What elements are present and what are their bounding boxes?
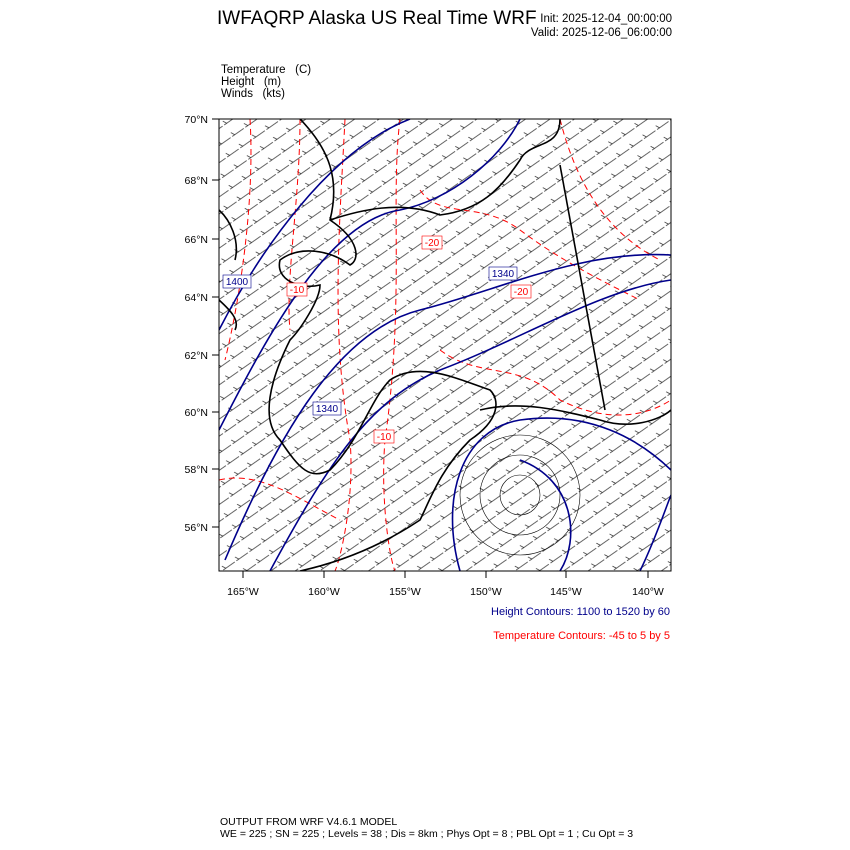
lat-label: 68°N [185, 175, 208, 187]
temperature-contours-info: Temperature Contours: -45 to 5 by 5 [493, 630, 670, 642]
model-config: WE = 225 ; SN = 225 ; Levels = 38 ; Dis … [220, 828, 634, 840]
valid-time: Valid: 2025-12-06_06:00:00 [530, 27, 672, 39]
temperature-contour-label: -10 [290, 285, 305, 296]
lon-label: 145°W [550, 586, 582, 598]
lat-label: 58°N [185, 464, 208, 476]
height-contour-label: 1340 [316, 404, 339, 415]
temperature-contour-label: -20 [514, 287, 529, 298]
height-contours [219, 119, 671, 571]
field-temperature: Temperature (C) [221, 64, 312, 76]
height-contours-info: Height Contours: 1100 to 1520 by 60 [491, 606, 670, 618]
coastline [219, 119, 671, 571]
lat-label: 66°N [185, 234, 208, 246]
lon-label: 155°W [389, 586, 421, 598]
lat-label: 64°N [185, 292, 208, 304]
plot-title: IWFAQRP Alaska US Real Time WRF [217, 8, 537, 29]
height-contour-label: 1340 [492, 269, 515, 280]
lon-label: 150°W [470, 586, 502, 598]
temperature-contour-label: -20 [425, 238, 440, 249]
lat-label: 62°N [185, 350, 208, 362]
lon-label: 160°W [308, 586, 340, 598]
height-contour-label: 1400 [226, 277, 249, 288]
axis-ticks [212, 118, 649, 578]
wind-barbs [219, 119, 671, 571]
model-info: OUTPUT FROM WRF V4.6.1 MODEL [220, 816, 398, 828]
lat-label: 56°N [185, 522, 208, 534]
lon-label: 165°W [227, 586, 259, 598]
lon-label: 140°W [632, 586, 664, 598]
field-winds: Winds (kts) [221, 88, 285, 100]
temperature-contours [219, 119, 671, 571]
init-time: Init: 2025-12-04_00:00:00 [540, 13, 672, 25]
cyclone-barbs [459, 434, 581, 556]
field-height: Height (m) [221, 76, 282, 88]
map-frame [218, 118, 672, 572]
temperature-contour-label: -10 [377, 432, 392, 443]
lat-label: 70°N [185, 114, 208, 126]
lat-label: 60°N [185, 407, 208, 419]
